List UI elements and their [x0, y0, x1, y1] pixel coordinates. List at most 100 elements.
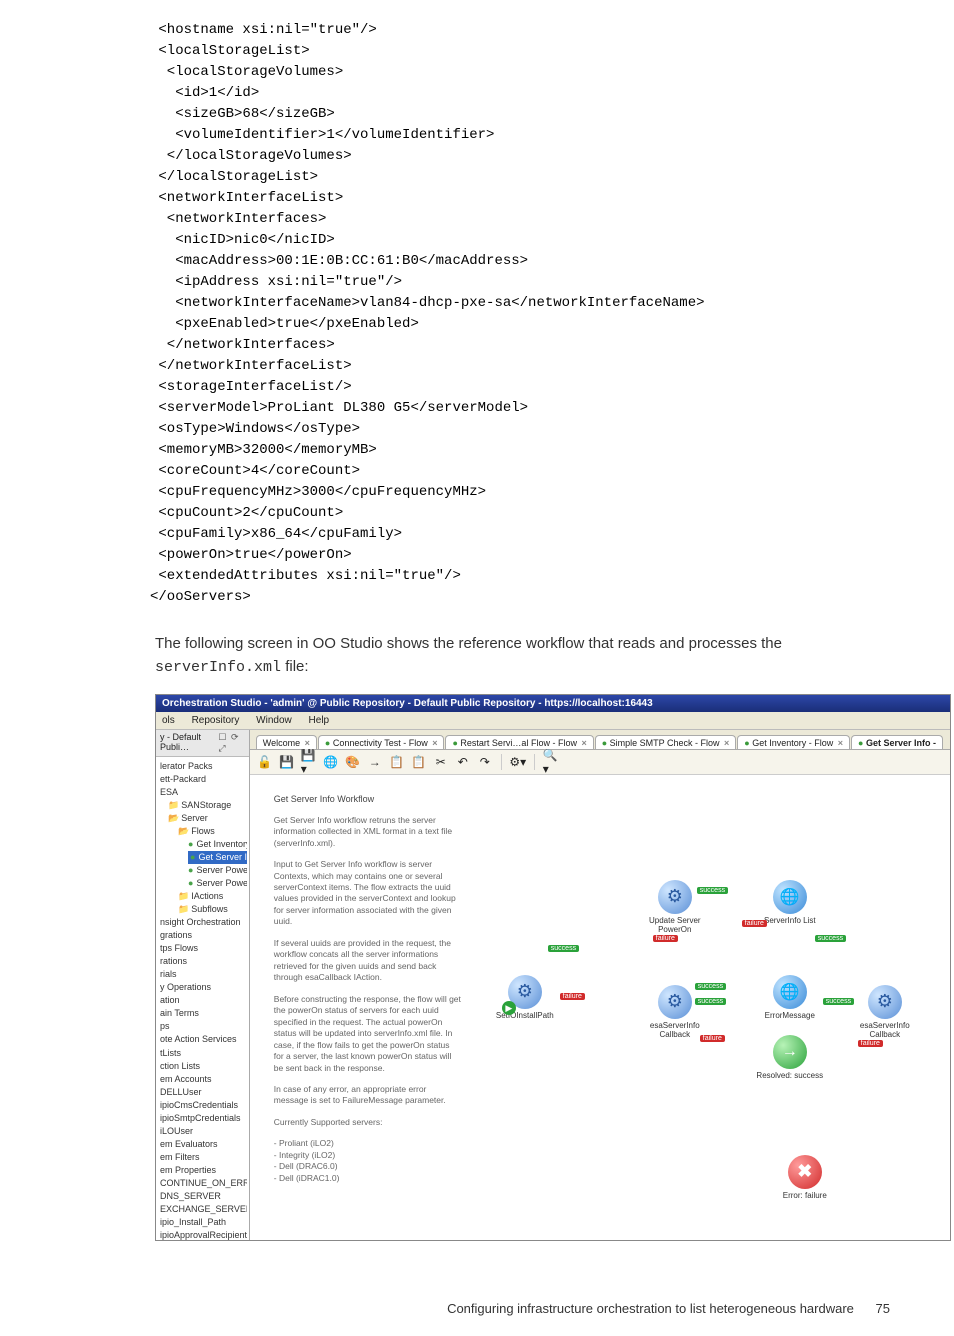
- tree-item[interactable]: ESA: [158, 786, 247, 799]
- tab-close-icon[interactable]: ×: [581, 738, 586, 748]
- menu-window[interactable]: Window: [256, 715, 292, 726]
- tree-item[interactable]: rations: [158, 955, 247, 968]
- tree-item[interactable]: ipioCmsCredentials: [158, 1099, 247, 1112]
- node-update-label: Update Server PowerOn: [640, 916, 710, 934]
- tab-close-icon[interactable]: ×: [305, 738, 310, 748]
- editor-tab[interactable]: ● Get Inventory - Flow ×: [737, 735, 850, 750]
- edge-success-3: success: [815, 935, 846, 942]
- node-errormessage-label: ErrorMessage: [755, 1011, 825, 1020]
- editor-tab[interactable]: ● Connectivity Test - Flow ×: [318, 735, 445, 750]
- tree-item[interactable]: Server Power OFF: [158, 864, 247, 877]
- desc-list-0: - Proliant (iLO2): [274, 1138, 462, 1149]
- para-filename: serverInfo.xml: [155, 659, 281, 676]
- toolbar-button[interactable]: 🔓: [256, 753, 274, 771]
- tab-close-icon[interactable]: ×: [724, 738, 729, 748]
- editor-tab[interactable]: ● Simple SMTP Check - Flow ×: [595, 735, 737, 750]
- tab-close-icon[interactable]: ×: [432, 738, 437, 748]
- desc-p4: Before constructing the response, the fl…: [274, 994, 462, 1074]
- page-footer: Configuring infrastructure orchestration…: [60, 1301, 894, 1316]
- desc-p3: If several uuids are provided in the req…: [274, 938, 462, 984]
- tree-item[interactable]: rials: [158, 968, 247, 981]
- tree-item[interactable]: Flows: [158, 825, 247, 838]
- tree-item[interactable]: CONTINUE_ON_ERROR: [158, 1177, 247, 1190]
- tree-item[interactable]: SANStorage: [158, 799, 247, 812]
- toolbar-button[interactable]: ↷: [476, 753, 494, 771]
- node-serverinfo-list[interactable]: ServerInfo List: [755, 880, 825, 925]
- tree-item[interactable]: Server: [158, 812, 247, 825]
- node-esaserverinfo[interactable]: esaServerInfo Callback: [640, 985, 710, 1039]
- tree-item[interactable]: ote Action Services: [158, 1033, 247, 1046]
- toolbar-separator: [534, 754, 535, 770]
- tree-item[interactable]: em Evaluators: [158, 1138, 247, 1151]
- tree-item[interactable]: em Properties: [158, 1164, 247, 1177]
- node-setioinstall-label: SetIOInstallPath: [490, 1011, 560, 1020]
- tree-item[interactable]: ipioApprovalRecipients: [158, 1229, 247, 1239]
- tree-item[interactable]: IActions: [158, 890, 247, 903]
- toolbar-button[interactable]: ✂: [432, 753, 450, 771]
- tree-item[interactable]: DELLUser: [158, 1086, 247, 1099]
- tree-item[interactable]: y Operations: [158, 981, 247, 994]
- node-setioinstall[interactable]: ▶ SetIOInstallPath: [490, 975, 560, 1020]
- tree-item[interactable]: ipioSmtpCredentials: [158, 1112, 247, 1125]
- node-esacallback[interactable]: esaServerInfo Callback: [850, 985, 920, 1039]
- tree-item[interactable]: tps Flows: [158, 942, 247, 955]
- tree-item[interactable]: ett-Packard: [158, 773, 247, 786]
- tree-item[interactable]: tLists: [158, 1047, 247, 1060]
- desc-list-2: - Dell (DRAC6.0): [274, 1161, 462, 1172]
- studio-screenshot: Orchestration Studio - 'admin' @ Public …: [155, 694, 951, 1241]
- editor-tab[interactable]: ● Get Server Info -: [851, 735, 943, 750]
- flow-canvas[interactable]: Get Server Info Workflow Get Server Info…: [250, 775, 950, 1240]
- menu-ols[interactable]: ols: [162, 715, 175, 726]
- tree-item[interactable]: ipio_Install_Path: [158, 1216, 247, 1229]
- node-resolved[interactable]: Resolved: success: [755, 1035, 825, 1080]
- panel-header: y - Default Publi… ☐ ⟳ ⤢: [156, 730, 249, 757]
- node-error[interactable]: Error: failure: [770, 1155, 840, 1200]
- toolbar-button[interactable]: 💾: [278, 753, 296, 771]
- tab-close-icon[interactable]: ×: [838, 738, 843, 748]
- tree-item[interactable]: ain Terms: [158, 1007, 247, 1020]
- toolbar-separator: [501, 754, 502, 770]
- body-paragraph: The following screen in OO Studio shows …: [155, 632, 894, 680]
- node-errormessage[interactable]: ErrorMessage: [755, 975, 825, 1020]
- footer-page: 75: [876, 1301, 890, 1316]
- desc-p2: Input to Get Server Info workflow is ser…: [274, 859, 462, 928]
- tree-item[interactable]: lerator Packs: [158, 760, 247, 773]
- edge-success-2: success: [697, 887, 728, 894]
- toolbar-button[interactable]: 📋: [388, 753, 406, 771]
- tree-item[interactable]: Server Power ON: [158, 877, 247, 890]
- panel-icons[interactable]: ☐ ⟳ ⤢: [218, 732, 244, 754]
- tree-item[interactable]: DNS_SERVER: [158, 1190, 247, 1203]
- toolbar-button[interactable]: 🔍▾: [542, 753, 560, 771]
- tree-item[interactable]: ation: [158, 994, 247, 1007]
- editor-tab[interactable]: Welcome ×: [256, 735, 317, 750]
- edge-failure-4: failure: [700, 1035, 725, 1042]
- editor-tabs: Welcome ×● Connectivity Test - Flow ×● R…: [250, 730, 950, 750]
- tree-item[interactable]: ps: [158, 1020, 247, 1033]
- desc-p1: Get Server Info workflow retruns the ser…: [274, 815, 462, 849]
- menu-repository[interactable]: Repository: [192, 715, 240, 726]
- tree-item[interactable]: iLOUser: [158, 1125, 247, 1138]
- toolbar-button[interactable]: ⚙▾: [509, 753, 527, 771]
- tree-item[interactable]: em Filters: [158, 1151, 247, 1164]
- edge-failure-3: failure: [742, 920, 767, 927]
- xml-code-block: <hostname xsi:nil="true"/> <localStorage…: [150, 20, 894, 608]
- tree-item[interactable]: EXCHANGE_SERVER: [158, 1203, 247, 1216]
- tree-item[interactable]: Get Server Info: [158, 851, 247, 864]
- toolbar-button[interactable]: 📋: [410, 753, 428, 771]
- flow-description: Get Server Info Workflow Get Server Info…: [274, 793, 462, 1185]
- tree-item[interactable]: ction Lists: [158, 1060, 247, 1073]
- menu-help[interactable]: Help: [309, 715, 330, 726]
- toolbar-button[interactable]: 🎨: [344, 753, 362, 771]
- tree-item[interactable]: grations: [158, 929, 247, 942]
- toolbar-button[interactable]: ↶: [454, 753, 472, 771]
- toolbar-button[interactable]: 💾▾: [300, 753, 318, 771]
- tree-item[interactable]: Get Inventory: [158, 838, 247, 851]
- toolbar-button[interactable]: →: [366, 753, 384, 771]
- toolbar-button[interactable]: 🌐: [322, 753, 340, 771]
- repository-tree[interactable]: lerator Packsett-PackardESASANStorageSer…: [156, 757, 249, 1240]
- tree-item[interactable]: em Accounts: [158, 1073, 247, 1086]
- desc-list-3: - Dell (iDRAC1.0): [274, 1173, 462, 1184]
- tree-item[interactable]: nsight Orchestration: [158, 916, 247, 929]
- editor-tab[interactable]: ● Restart Servi…al Flow - Flow ×: [445, 735, 593, 750]
- tree-item[interactable]: Subflows: [158, 903, 247, 916]
